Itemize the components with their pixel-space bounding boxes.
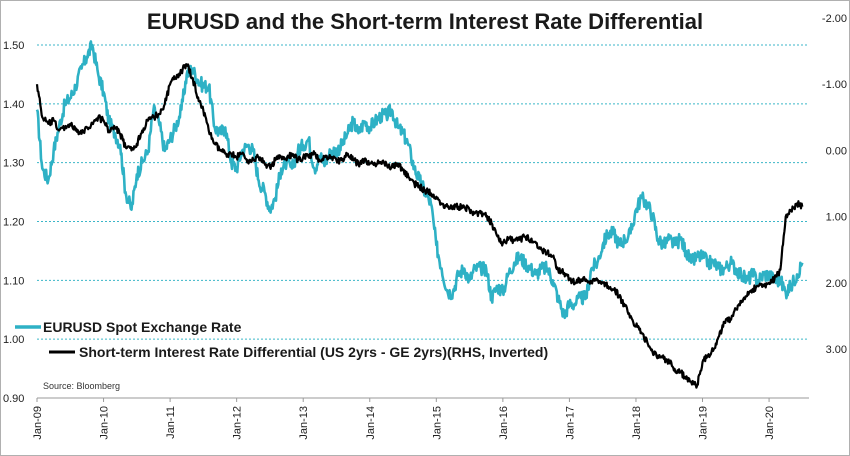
- series-layer: [35, 40, 804, 389]
- x-tick-label: Jan-17: [564, 406, 576, 440]
- right-axis: -2.00 -1.00 0.00 1.00 2.00 3.00: [822, 13, 847, 356]
- right-tick-label: 2.00: [826, 278, 847, 290]
- x-tick-label: Jan-11: [165, 406, 177, 439]
- x-tick-label: Jan-16: [498, 406, 510, 440]
- legend-label-rate-differential: Short-term Interest Rate Differential (U…: [79, 344, 548, 360]
- gridlines: [37, 44, 809, 340]
- left-tick-label: 1.30: [3, 158, 24, 170]
- right-tick-label: 1.00: [826, 212, 847, 224]
- legend: EURUSD Spot Exchange Rate Short-term Int…: [15, 319, 548, 360]
- legend-label-eurusd: EURUSD Spot Exchange Rate: [43, 319, 242, 335]
- right-tick-label: -2.00: [822, 13, 847, 25]
- x-axis: Jan-09 Jan-10 Jan-11 Jan-12 Jan-13 Jan-14 Jan-…: [32, 397, 809, 440]
- x-tick-label: Jan-18: [631, 406, 643, 440]
- x-tick-label: Jan-14: [365, 406, 377, 440]
- right-tick-label: 0.00: [826, 145, 847, 157]
- x-tick-label: Jan-12: [232, 406, 244, 440]
- x-tick-label: Jan-19: [698, 406, 710, 440]
- chart-title: EURUSD and the Short-term Interest Rate …: [147, 9, 703, 34]
- x-tick-label: Jan-09: [32, 406, 44, 440]
- left-tick-label: 1.40: [3, 99, 24, 111]
- left-tick-label: 0.90: [3, 393, 24, 405]
- x-tick-label: Jan-13: [298, 406, 310, 440]
- x-tick-label: Jan-10: [99, 406, 111, 440]
- x-tick-label: Jan-20: [764, 406, 776, 440]
- left-tick-label: 1.50: [3, 40, 24, 52]
- series-line-rate-differential: [35, 63, 804, 389]
- source-note: Source: Bloomberg: [43, 381, 120, 391]
- left-tick-label: 1.10: [3, 275, 24, 287]
- series-line-eurusd: [35, 40, 804, 320]
- right-tick-label: 3.00: [826, 344, 847, 356]
- left-axis: 0.90 1.00 1.10 1.20 1.30 1.40 1.50: [3, 40, 24, 405]
- left-tick-label: 1.00: [3, 334, 24, 346]
- left-tick-label: 1.20: [3, 217, 24, 229]
- x-tick-label: Jan-15: [431, 406, 443, 440]
- right-tick-label: -1.00: [822, 79, 847, 91]
